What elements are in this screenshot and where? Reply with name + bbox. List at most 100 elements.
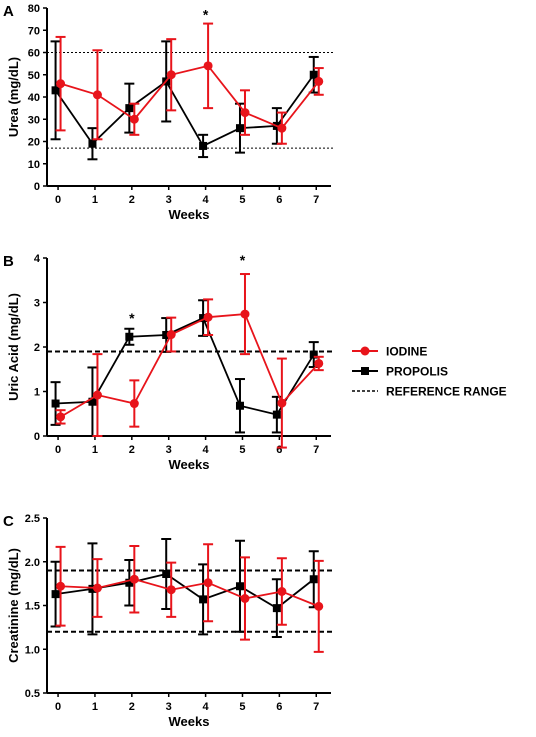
y-tick-label: 50 [28,70,40,82]
data-point-iodine [129,114,139,124]
data-point-propolis [51,86,60,95]
x-tick-label: 1 [92,701,98,713]
series-iodine [55,273,324,449]
legend-iodine-label: IODINE [386,345,427,359]
data-point-propolis [235,582,244,591]
data-point-iodine [92,583,102,593]
x-tick-label: 5 [239,194,245,206]
significance-star: * [203,7,209,23]
panel-a: A 0 10 20 30 40 50 60 70 80 0 1 2 3 4 5 6 7 Weeks Urea (mg/… [3,3,335,222]
y-tick-label: 2.0 [25,557,40,569]
legend-propolis-marker [361,367,369,375]
data-point-iodine [277,587,287,596]
data-point-iodine [240,108,250,118]
data-point-propolis [88,139,97,148]
y-tick-label: 1.0 [25,644,40,656]
x-tick-label: 2 [129,701,135,713]
x-axis-label: Weeks [169,207,210,222]
x-tick-label: 1 [92,194,98,206]
data-point-propolis [88,584,97,593]
data-point-propolis [125,104,134,113]
y-axis-label: Uric Acid (mg/dL) [6,293,21,401]
y-tick-label: 60 [28,48,40,60]
y-tick-label: 3 [34,298,40,310]
x-tick-label: 6 [276,444,282,456]
y-tick-label: 30 [28,114,40,126]
data-point-iodine [277,123,287,133]
series-iodine [55,22,324,145]
x-tick-label: 6 [276,194,282,206]
data-point-propolis [309,350,318,359]
data-point-iodine [240,309,250,319]
series-line-iodine [60,313,320,418]
x-tick-label: 0 [55,444,61,456]
panel-letter: C [3,513,14,530]
x-tick-label: 2 [129,444,135,456]
y-tick-label: 1 [34,387,40,399]
data-point-propolis [125,332,134,341]
legend-propolis-label: PROPOLIS [386,365,448,379]
y-axis-label: Creatinine (mg/dL) [6,548,21,663]
data-point-propolis [309,575,318,584]
x-tick-label: 5 [239,701,245,713]
legend-item-iodine: IODINE [352,345,427,359]
data-point-iodine [56,581,66,591]
data-point-iodine [240,594,250,603]
data-point-propolis [272,410,281,419]
data-point-iodine [166,70,176,80]
x-tick-label: 3 [166,444,172,456]
panel-b: B 0 1 2 3 4 0 1 2 3 4 5 6 7 Weeks Uric Acid (mg/dL) * * [3,252,335,472]
legend: IODINE PROPOLIS REFERENCE RANGE [352,345,507,399]
x-axis-label: Weeks [169,714,210,729]
x-tick-label: 7 [313,444,319,456]
data-point-propolis [162,330,171,339]
data-point-iodine [56,79,66,89]
y-tick-label: 1.5 [25,601,40,613]
y-tick-label: 2 [34,342,40,354]
data-point-iodine [166,585,176,595]
x-tick-label: 7 [313,194,319,206]
data-point-propolis [272,604,281,613]
series-propolis [50,299,319,437]
y-tick-label: 0 [34,181,40,193]
y-tick-label: 40 [28,92,40,104]
data-point-iodine [277,398,287,408]
y-tick-label: 70 [28,25,40,37]
x-tick-label: 5 [239,444,245,456]
panel-c: C 0.5 1.0 1.5 2.0 2.5 0 1 2 3 4 5 6 7 Weeks Creatinine … [3,513,335,729]
data-point-propolis [235,124,244,133]
y-tick-label: 0 [34,431,40,443]
x-axis-label: Weeks [169,457,210,472]
x-tick-label: 1 [92,444,98,456]
significance-star: * [129,310,135,326]
x-tick-label: 0 [55,701,61,713]
data-point-propolis [51,399,60,408]
legend-item-reference: REFERENCE RANGE [352,385,507,399]
series-line-propolis [54,74,315,148]
data-point-propolis [309,70,318,79]
data-point-propolis [88,397,97,406]
legend-reference-label: REFERENCE RANGE [386,385,507,399]
data-point-iodine [314,76,324,86]
x-tick-label: 6 [276,701,282,713]
x-tick-label: 2 [129,194,135,206]
data-point-propolis [199,314,208,323]
data-point-propolis [199,141,208,150]
data-point-iodine [314,601,324,611]
data-point-iodine [56,412,66,422]
data-point-iodine [92,90,102,100]
data-point-propolis [199,595,208,604]
x-tick-label: 0 [55,194,61,206]
x-tick-label: 4 [203,194,210,206]
data-point-propolis [162,570,171,578]
y-tick-label: 10 [28,159,40,171]
series-iodine [55,543,324,653]
y-tick-label: 4 [34,253,41,265]
x-tick-label: 4 [203,444,210,456]
y-tick-label: 0.5 [25,688,40,700]
x-tick-label: 4 [203,701,210,713]
data-point-iodine [203,61,213,71]
y-tick-label: 20 [28,137,40,149]
